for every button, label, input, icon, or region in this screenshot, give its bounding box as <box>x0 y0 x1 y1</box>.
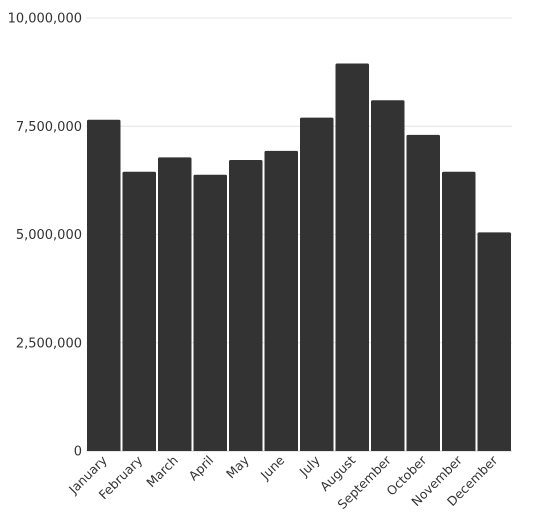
x-tick-label: June <box>257 452 288 483</box>
x-tick-label: May <box>223 452 252 481</box>
x-tick-label: July <box>296 452 324 480</box>
x-tick-label: March <box>143 453 181 491</box>
bar-july[interactable] <box>300 117 334 451</box>
bar-february[interactable] <box>122 171 157 451</box>
bar-april[interactable] <box>193 174 228 451</box>
bar-march[interactable] <box>158 157 192 451</box>
bar-september[interactable] <box>371 100 405 452</box>
y-tick-label: 5,000,000 <box>16 228 82 243</box>
y-axis-tick-labels: 0 2,500,000 5,000,000 7,500,000 10,000,000 <box>8 12 82 460</box>
y-tick-label: 10,000,000 <box>8 12 82 27</box>
y-tick-label: 2,500,000 <box>16 336 82 351</box>
bar-may[interactable] <box>229 160 263 452</box>
bar-june[interactable] <box>264 150 299 451</box>
x-tick-label: April <box>186 453 217 484</box>
bar-august[interactable] <box>335 63 370 452</box>
y-tick-label: 7,500,000 <box>16 120 82 135</box>
bar-october[interactable] <box>406 134 441 451</box>
y-tick-label: 0 <box>74 445 82 460</box>
bar-december[interactable] <box>477 232 512 451</box>
bar-january[interactable] <box>87 119 121 451</box>
gridlines <box>86 17 512 452</box>
bars <box>87 63 512 452</box>
bar-november[interactable] <box>442 171 476 451</box>
